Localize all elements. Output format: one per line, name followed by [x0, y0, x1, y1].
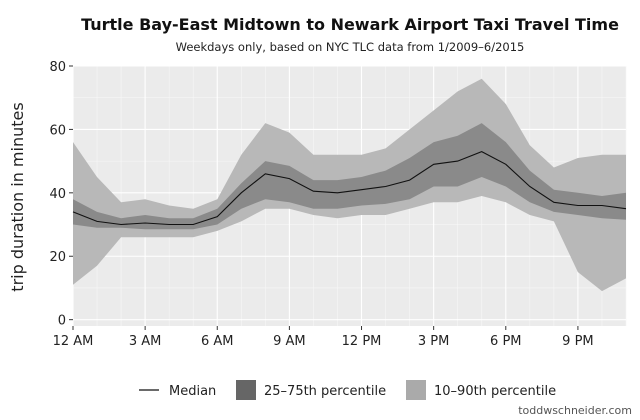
x-tick-label: 12 PM — [342, 334, 382, 349]
x-tick-label: 3 AM — [129, 334, 162, 349]
y-tick-label: 40 — [49, 187, 66, 202]
legend-25-75-swatch — [236, 380, 256, 400]
x-tick-label: 3 PM — [418, 334, 449, 349]
legend-10-90-swatch — [406, 380, 426, 400]
y-axis-ticks: 0 20 40 60 80 — [49, 60, 73, 329]
y-tick-label: 0 — [58, 314, 66, 329]
band-25-75-percentile — [73, 123, 626, 230]
chart-title: Turtle Bay-East Midtown to Newark Airpor… — [81, 15, 619, 34]
x-tick-label: 9 PM — [562, 334, 593, 349]
y-tick-label: 60 — [49, 123, 66, 138]
credit-text: toddwschneider.com — [518, 404, 632, 417]
legend: Median 25–75th percentile 10–90th percen… — [139, 380, 556, 400]
x-tick-label: 6 AM — [201, 334, 234, 349]
x-tick-label: 6 PM — [490, 334, 521, 349]
y-tick-label: 20 — [49, 250, 66, 265]
y-axis-label: trip duration in minutes — [8, 102, 27, 291]
x-axis-ticks: 12 AM 3 AM 6 AM 9 AM 12 PM 3 PM 6 PM 9 PM — [53, 326, 594, 349]
x-tick-label: 9 AM — [273, 334, 306, 349]
legend-25-75-label: 25–75th percentile — [264, 384, 386, 399]
legend-median-label: Median — [169, 384, 216, 399]
median-line — [72, 150, 627, 226]
y-tick-label: 80 — [49, 60, 66, 75]
chart-subtitle: Weekdays only, based on NYC TLC data fro… — [176, 40, 525, 54]
x-tick-label: 12 AM — [53, 334, 94, 349]
legend-10-90-label: 10–90th percentile — [434, 384, 556, 399]
